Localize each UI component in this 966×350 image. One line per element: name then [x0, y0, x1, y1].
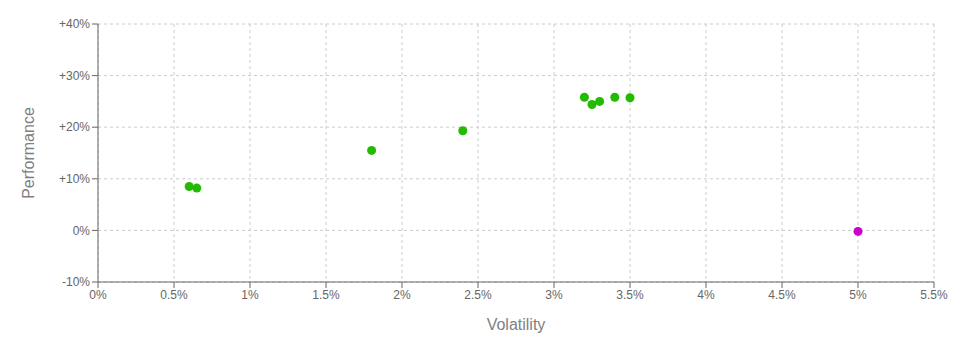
svg-text:Performance: Performance [20, 107, 37, 199]
svg-text:0%: 0% [89, 288, 107, 302]
svg-text:0%: 0% [73, 224, 91, 238]
svg-text:+40%: +40% [59, 17, 90, 31]
svg-text:Volatility: Volatility [487, 316, 546, 333]
svg-text:4%: 4% [697, 288, 715, 302]
svg-text:5.5%: 5.5% [920, 288, 948, 302]
svg-text:+30%: +30% [59, 69, 90, 83]
svg-text:3%: 3% [545, 288, 563, 302]
svg-text:0.5%: 0.5% [160, 288, 188, 302]
svg-text:2.5%: 2.5% [464, 288, 492, 302]
svg-text:3.5%: 3.5% [616, 288, 644, 302]
svg-text:1%: 1% [241, 288, 259, 302]
svg-text:-10%: -10% [62, 275, 90, 289]
svg-text:1.5%: 1.5% [312, 288, 340, 302]
svg-text:+20%: +20% [59, 120, 90, 134]
svg-text:2%: 2% [393, 288, 411, 302]
svg-text:+10%: +10% [59, 172, 90, 186]
svg-text:4.5%: 4.5% [768, 288, 796, 302]
svg-text:5%: 5% [849, 288, 867, 302]
